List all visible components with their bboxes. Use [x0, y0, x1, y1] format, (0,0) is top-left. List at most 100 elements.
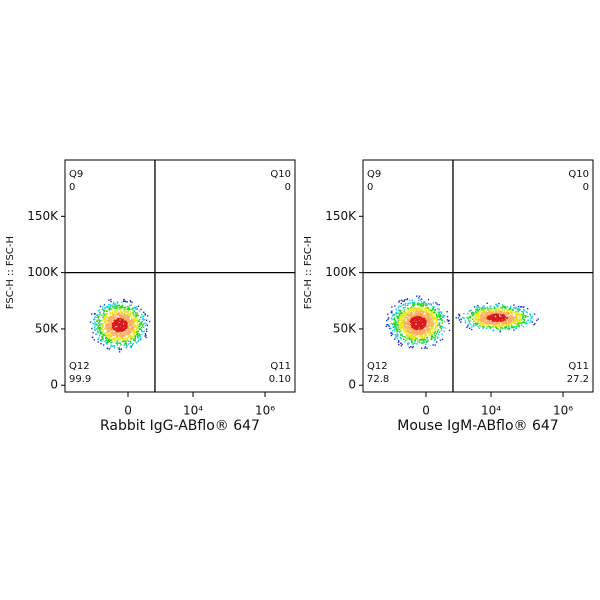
- event-dot: [412, 302, 414, 304]
- event-dot: [422, 337, 425, 339]
- event-dot: [144, 325, 147, 327]
- event-dot: [111, 327, 114, 329]
- event-dot: [127, 308, 129, 310]
- event-dot: [407, 303, 409, 305]
- event-dot: [424, 302, 426, 304]
- event-dot: [130, 316, 133, 319]
- quadrant-percent: 27.2: [567, 374, 589, 385]
- event-dot: [394, 321, 396, 323]
- event-dot: [102, 323, 104, 325]
- event-dot: [405, 326, 408, 329]
- event-dot: [489, 317, 492, 320]
- event-dot: [98, 327, 100, 329]
- event-dot: [441, 338, 444, 340]
- event-dot: [132, 329, 134, 332]
- event-dot: [399, 315, 401, 317]
- event-dot: [488, 309, 490, 312]
- event-dot: [438, 311, 440, 313]
- event-dot: [424, 319, 427, 321]
- event-dot: [418, 331, 421, 333]
- event-dot: [127, 329, 129, 331]
- event-dot: [119, 329, 121, 332]
- event-dot: [493, 306, 496, 308]
- event-dot: [106, 325, 108, 327]
- event-dot: [510, 314, 512, 317]
- event-dot: [411, 323, 413, 326]
- event-dot: [395, 329, 398, 331]
- event-dot: [440, 311, 443, 313]
- event-dot: [512, 308, 514, 311]
- event-dot: [433, 320, 435, 322]
- event-dot: [401, 312, 403, 315]
- event-dot: [133, 330, 135, 332]
- event-dot: [137, 320, 139, 322]
- event-dot: [403, 311, 406, 314]
- event-dot: [105, 321, 107, 324]
- event-dot: [397, 334, 399, 336]
- event-dot: [412, 324, 414, 326]
- event-dot: [424, 322, 427, 324]
- event-dot: [509, 306, 512, 308]
- event-dot: [126, 331, 129, 333]
- event-dot: [116, 323, 118, 325]
- event-dot: [403, 310, 405, 313]
- event-dot: [392, 313, 394, 316]
- event-dot: [100, 340, 102, 342]
- event-dot: [95, 333, 97, 335]
- event-dot: [473, 316, 476, 319]
- event-dot: [514, 312, 516, 314]
- event-dot: [484, 322, 486, 325]
- event-dot: [473, 313, 475, 316]
- event-dot: [503, 318, 506, 320]
- event-dot: [426, 316, 428, 318]
- event-dot: [428, 332, 431, 334]
- event-dot: [107, 341, 109, 343]
- event-dot: [517, 313, 519, 315]
- event-dot: [531, 315, 533, 318]
- event-dot: [513, 321, 516, 323]
- event-dot: [521, 313, 523, 316]
- event-dot: [135, 316, 137, 318]
- event-dot: [411, 299, 414, 302]
- event-dot: [112, 329, 114, 331]
- event-dot: [525, 311, 528, 313]
- event-dot: [124, 328, 127, 331]
- event-dot: [111, 334, 113, 336]
- event-dot: [411, 328, 413, 330]
- event-dot: [416, 324, 418, 326]
- event-dot: [482, 325, 485, 327]
- event-dot: [415, 338, 417, 340]
- event-dot: [498, 322, 500, 324]
- event-dot: [478, 327, 481, 329]
- event-dot: [411, 341, 413, 343]
- event-dot: [130, 331, 132, 333]
- event-dot: [497, 324, 499, 326]
- event-dot: [106, 322, 109, 325]
- event-dot: [487, 318, 489, 320]
- event-dot: [485, 321, 487, 323]
- event-dot: [439, 316, 441, 319]
- event-dot: [497, 328, 499, 330]
- event-dot: [113, 307, 116, 309]
- event-dot: [426, 329, 429, 331]
- event-dot: [119, 318, 121, 320]
- event-dot: [409, 335, 411, 338]
- event-dot: [431, 336, 433, 339]
- event-dot: [475, 312, 477, 314]
- event-dot: [123, 326, 125, 328]
- event-dot: [396, 328, 399, 330]
- event-dot: [511, 313, 513, 315]
- event-dot: [412, 304, 415, 306]
- event-dot: [505, 325, 507, 328]
- event-dot: [99, 311, 101, 313]
- event-dot: [440, 315, 443, 317]
- event-dot: [95, 323, 97, 325]
- event-dot: [468, 320, 470, 322]
- event-dot: [411, 316, 413, 318]
- event-dot: [117, 331, 119, 334]
- event-dot: [421, 334, 423, 337]
- event-dot: [430, 324, 433, 326]
- event-dot: [110, 339, 113, 341]
- event-dot: [103, 315, 105, 317]
- event-dot: [141, 314, 143, 316]
